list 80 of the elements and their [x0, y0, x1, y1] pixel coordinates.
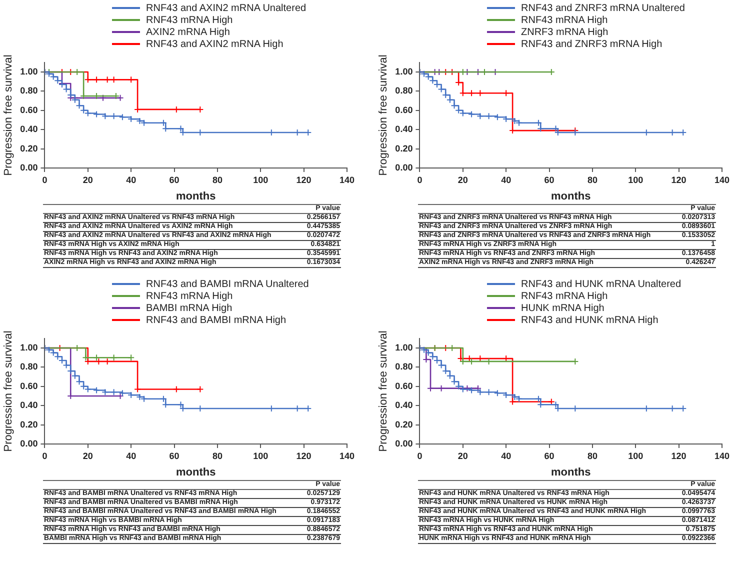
x-tick-label: 80 — [587, 174, 598, 185]
legend-label: RNF43 and BAMBI mRNA Unaltered — [146, 278, 309, 290]
y-tick-label: 0.40 — [20, 124, 38, 134]
legend-label: HUNK mRNA High — [521, 302, 604, 314]
x-tick-label: 120 — [671, 174, 686, 185]
x-tick-label: 80 — [212, 450, 222, 461]
y-axis-title: Progression free survival — [2, 54, 15, 176]
y-tick-label: 0.60 — [395, 380, 413, 391]
x-tick-label: 80 — [587, 450, 598, 461]
legend-label: RNF43 mRNA High — [146, 290, 233, 302]
y-tick-label: 0.20 — [395, 143, 413, 154]
legend-label: RNF43 mRNA High — [521, 290, 608, 302]
y-tick-label: 0.80 — [395, 86, 413, 96]
y-tick-label: 0.20 — [20, 143, 38, 154]
legend-label: RNF43 mRNA High — [521, 14, 608, 26]
x-tick-label: 40 — [126, 174, 136, 185]
legend-label: RNF43 and HUNK mRNA High — [521, 314, 658, 326]
x-tick-label: 0 — [417, 174, 422, 185]
x-tick-label: 0 — [417, 450, 422, 461]
y-tick-label: 0.00 — [20, 438, 38, 448]
x-tick-label: 40 — [126, 450, 136, 461]
y-tick-label: 0.60 — [395, 104, 413, 115]
y-tick-label: 0.40 — [395, 400, 413, 410]
y-tick-label: 0.20 — [395, 419, 413, 430]
x-tick-label: 20 — [82, 450, 93, 461]
legend-label: ZNRF3 mRNA High — [521, 26, 608, 38]
x-tick-label: 20 — [458, 450, 468, 461]
legend-label: RNF43 and HUNK mRNA Unaltered — [521, 278, 682, 290]
x-tick-label: 100 — [628, 450, 644, 461]
y-axis-title: Progression free survival — [2, 330, 15, 452]
x-tick-label: 40 — [501, 450, 512, 461]
y-tick-label: 0.40 — [20, 400, 38, 410]
x-tick-label: 0 — [42, 174, 48, 185]
legend-label: RNF43 and AXIN2 mRNA High — [146, 38, 284, 50]
x-axis-title: months — [176, 466, 216, 478]
y-tick-label: 0.00 — [20, 162, 38, 172]
legend-label: RNF43 and ZNRF3 mRNA High — [521, 38, 662, 50]
y-tick-label: 0.20 — [20, 419, 38, 430]
y-tick-label: 1.00 — [395, 66, 413, 76]
y-axis-title: Progression free survival — [378, 54, 390, 176]
x-tick-label: 140 — [339, 450, 355, 461]
y-tick-label: 0.00 — [395, 162, 413, 172]
x-tick-label: 40 — [501, 174, 512, 185]
y-axis-title: Progression free survival — [378, 330, 390, 452]
y-tick-label: 0.40 — [395, 124, 413, 134]
x-axis-title: months — [550, 190, 591, 202]
x-tick-label: 60 — [544, 450, 554, 461]
x-tick-label: 20 — [458, 174, 468, 185]
x-tick-label: 100 — [253, 450, 268, 461]
y-tick-label: 0.80 — [20, 86, 38, 96]
y-tick-label: 0.00 — [395, 438, 413, 448]
x-tick-label: 140 — [714, 450, 730, 461]
y-tick-label: 0.60 — [20, 380, 38, 391]
x-tick-label: 100 — [628, 174, 644, 185]
x-tick-label: 120 — [296, 450, 312, 461]
x-tick-label: 60 — [169, 174, 180, 185]
x-tick-label: 140 — [714, 174, 730, 185]
x-tick-label: 120 — [671, 450, 686, 461]
x-tick-label: 100 — [253, 174, 268, 185]
legend-label: RNF43 mRNA High — [146, 14, 233, 26]
y-tick-label: 1.00 — [20, 342, 38, 352]
legend-label: RNF43 and AXIN2 mRNA Unaltered — [146, 2, 306, 14]
x-tick-label: 120 — [296, 174, 312, 185]
x-tick-label: 60 — [544, 174, 554, 185]
x-tick-label: 140 — [339, 174, 355, 185]
y-tick-label: 1.00 — [20, 66, 38, 76]
y-tick-label: 1.00 — [395, 342, 413, 352]
legend-label: RNF43 and ZNRF3 mRNA Unaltered — [521, 2, 685, 14]
legend-label: BAMBI mRNA High — [146, 302, 232, 314]
x-tick-label: 60 — [169, 450, 180, 461]
x-axis-title: months — [176, 190, 216, 202]
y-tick-label: 0.60 — [20, 104, 38, 115]
x-tick-label: 0 — [42, 450, 48, 461]
legend-label: AXIN2 mRNA High — [146, 26, 230, 38]
x-axis-title: months — [550, 466, 591, 478]
y-tick-label: 0.80 — [20, 362, 38, 372]
legend-label: RNF43 and BAMBI mRNA High — [146, 314, 286, 326]
x-tick-label: 20 — [82, 174, 93, 185]
x-tick-label: 80 — [212, 174, 222, 185]
y-tick-label: 0.80 — [395, 362, 413, 372]
